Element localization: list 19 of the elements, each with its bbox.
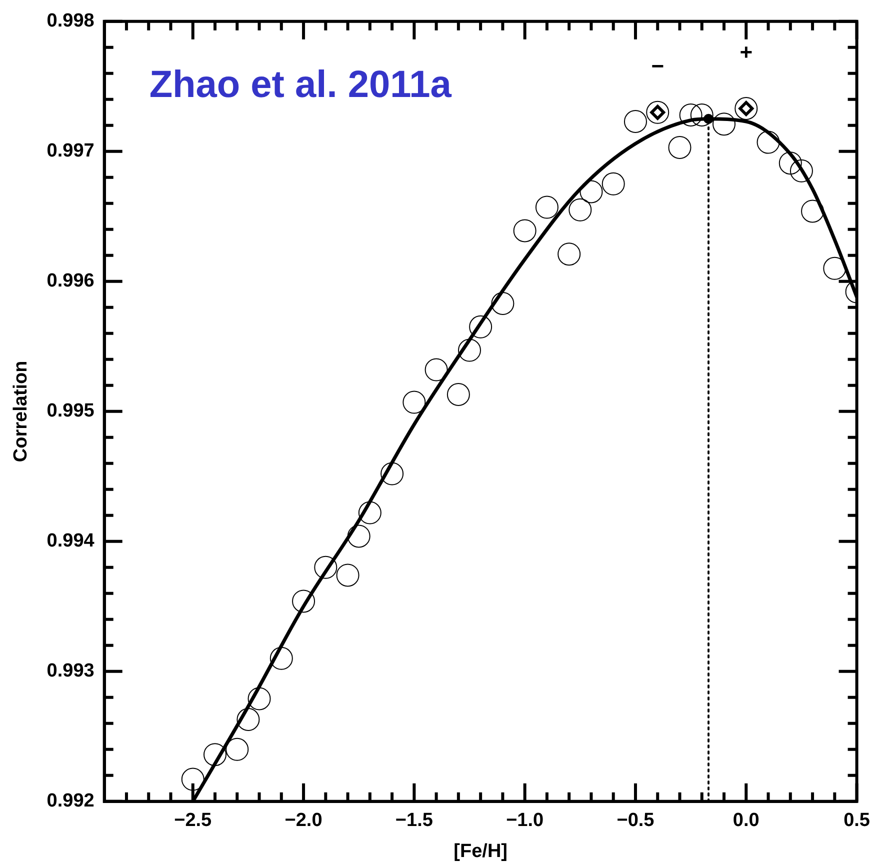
text: Zhao et al. 2011a — [149, 64, 452, 106]
x-tick-label: −1.0 — [506, 810, 544, 832]
x-tick-label: 0.5 — [844, 810, 870, 832]
x-axis-title: [Fe/H] — [454, 840, 508, 862]
y-tick-label: 0.995 — [46, 400, 95, 422]
annotation: + — [740, 40, 753, 65]
x-tick-label: 0.0 — [732, 810, 760, 832]
x-tick-label: −2.5 — [174, 810, 212, 832]
y-tick-label: 0.998 — [46, 10, 94, 32]
y-tick-label: 0.997 — [46, 140, 94, 162]
y-tick-label: 0.993 — [46, 660, 94, 682]
x-tick-label: −1.5 — [395, 810, 434, 832]
y-axis-title: Correlation — [10, 360, 32, 462]
y-tick-label: 0.992 — [46, 790, 94, 812]
y-tick-label: 0.994 — [46, 530, 95, 552]
x-tick-label: −2.0 — [284, 810, 322, 832]
y-tick-label: 0.996 — [46, 270, 94, 292]
annotation: − — [651, 53, 664, 78]
x-tick-label: −0.5 — [616, 810, 655, 832]
